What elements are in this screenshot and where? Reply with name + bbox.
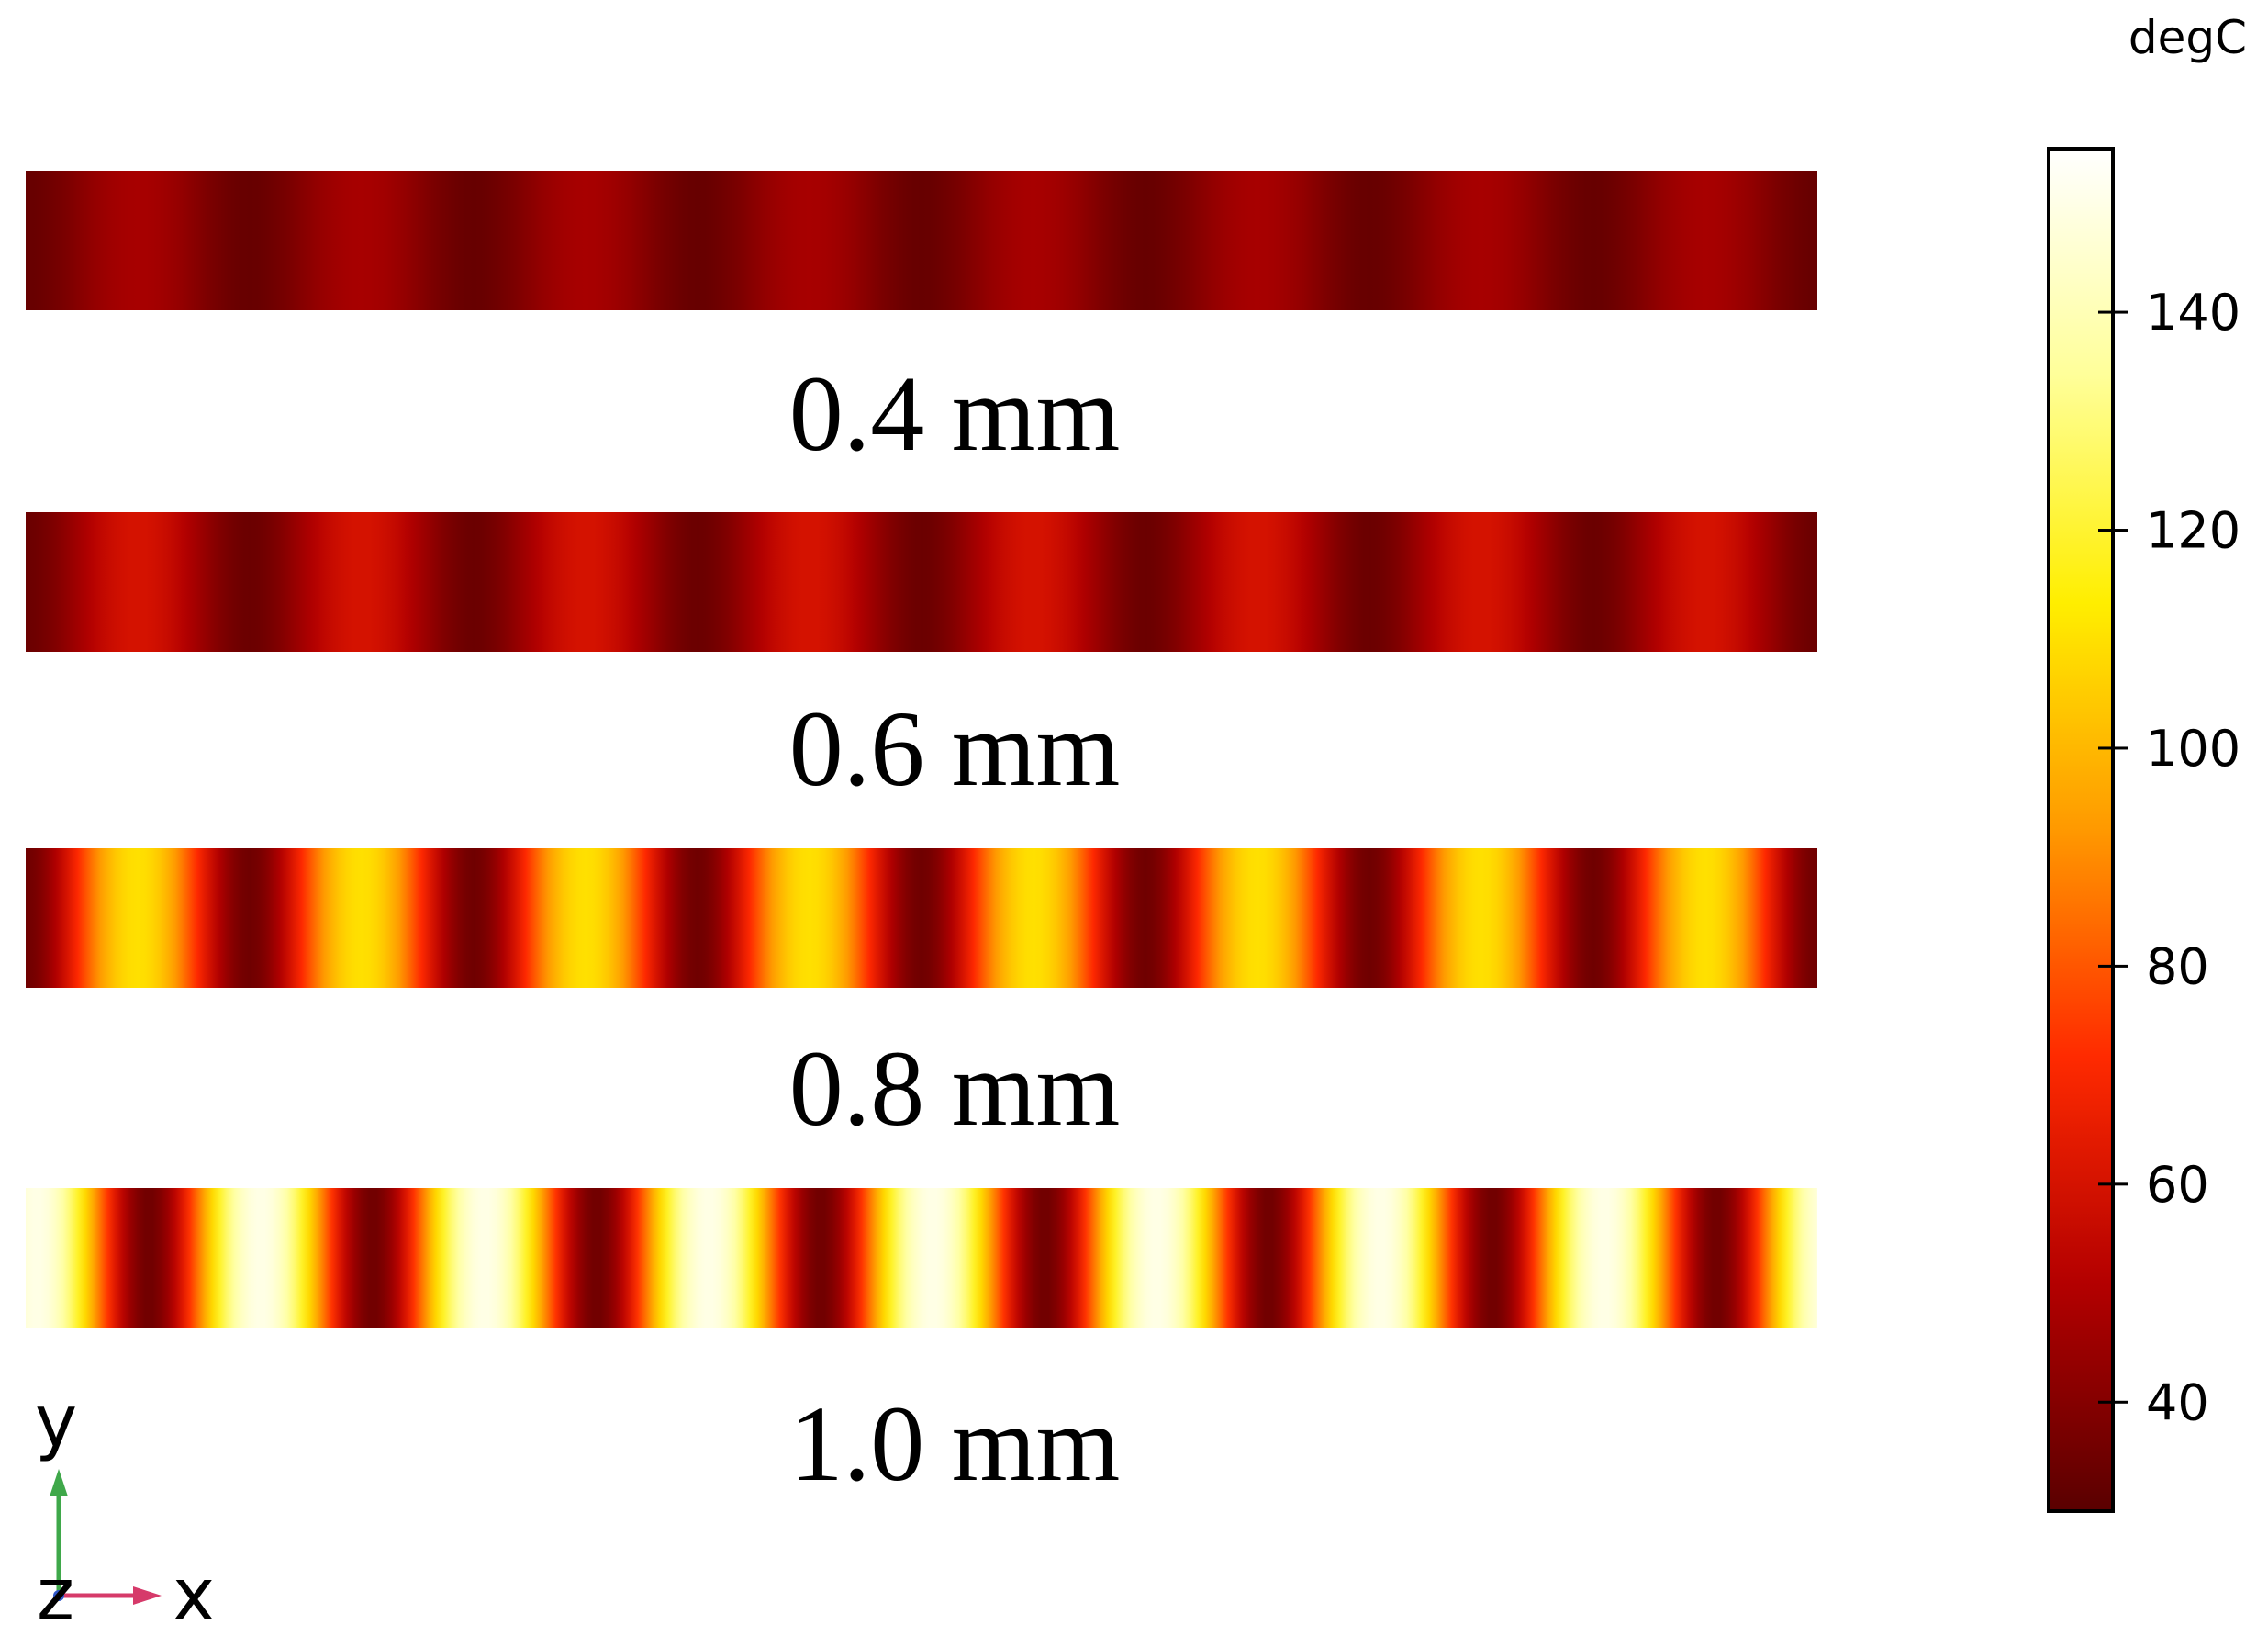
x-arrowhead-icon	[133, 1586, 162, 1605]
z-axis-dot	[53, 1590, 64, 1601]
y-arrowhead-icon	[50, 1469, 68, 1496]
case-label: 0.6 mm	[789, 689, 1121, 809]
x-axis-letter: x	[173, 1554, 215, 1637]
case-label: 1.0 mm	[789, 1384, 1121, 1504]
colorbar-tick-label: 120	[2146, 502, 2240, 560]
y-axis-letter: y	[35, 1381, 77, 1463]
z-axis-letter: z	[37, 1554, 74, 1637]
strips-layer	[26, 171, 1817, 1328]
case-label: 0.8 mm	[789, 1028, 1121, 1148]
axis-triad: y x z	[35, 1381, 215, 1637]
colorbar: 40 60 80 100 120 140 degC	[2047, 11, 2247, 1513]
colorbar-tick-label: 40	[2146, 1373, 2209, 1431]
case-labels: 0.4 mm 0.6 mm 0.8 mm 1.0 mm	[789, 353, 1121, 1504]
colorbar-gradient	[2047, 147, 2115, 1513]
strip-0-8-mm	[26, 848, 1817, 988]
colorbar-tick-label: 100	[2146, 720, 2240, 778]
colorbar-tick-label: 80	[2146, 937, 2209, 995]
strip-0-4-mm	[26, 171, 1817, 310]
strip-0-6-mm	[26, 512, 1817, 652]
strip-1-0-mm	[26, 1188, 1817, 1328]
colorbar-tick-label: 60	[2146, 1156, 2209, 1214]
colorbar-unit-label: degC	[2128, 11, 2247, 64]
case-label: 0.4 mm	[789, 353, 1121, 474]
colorbar-tick-label: 140	[2146, 284, 2240, 342]
